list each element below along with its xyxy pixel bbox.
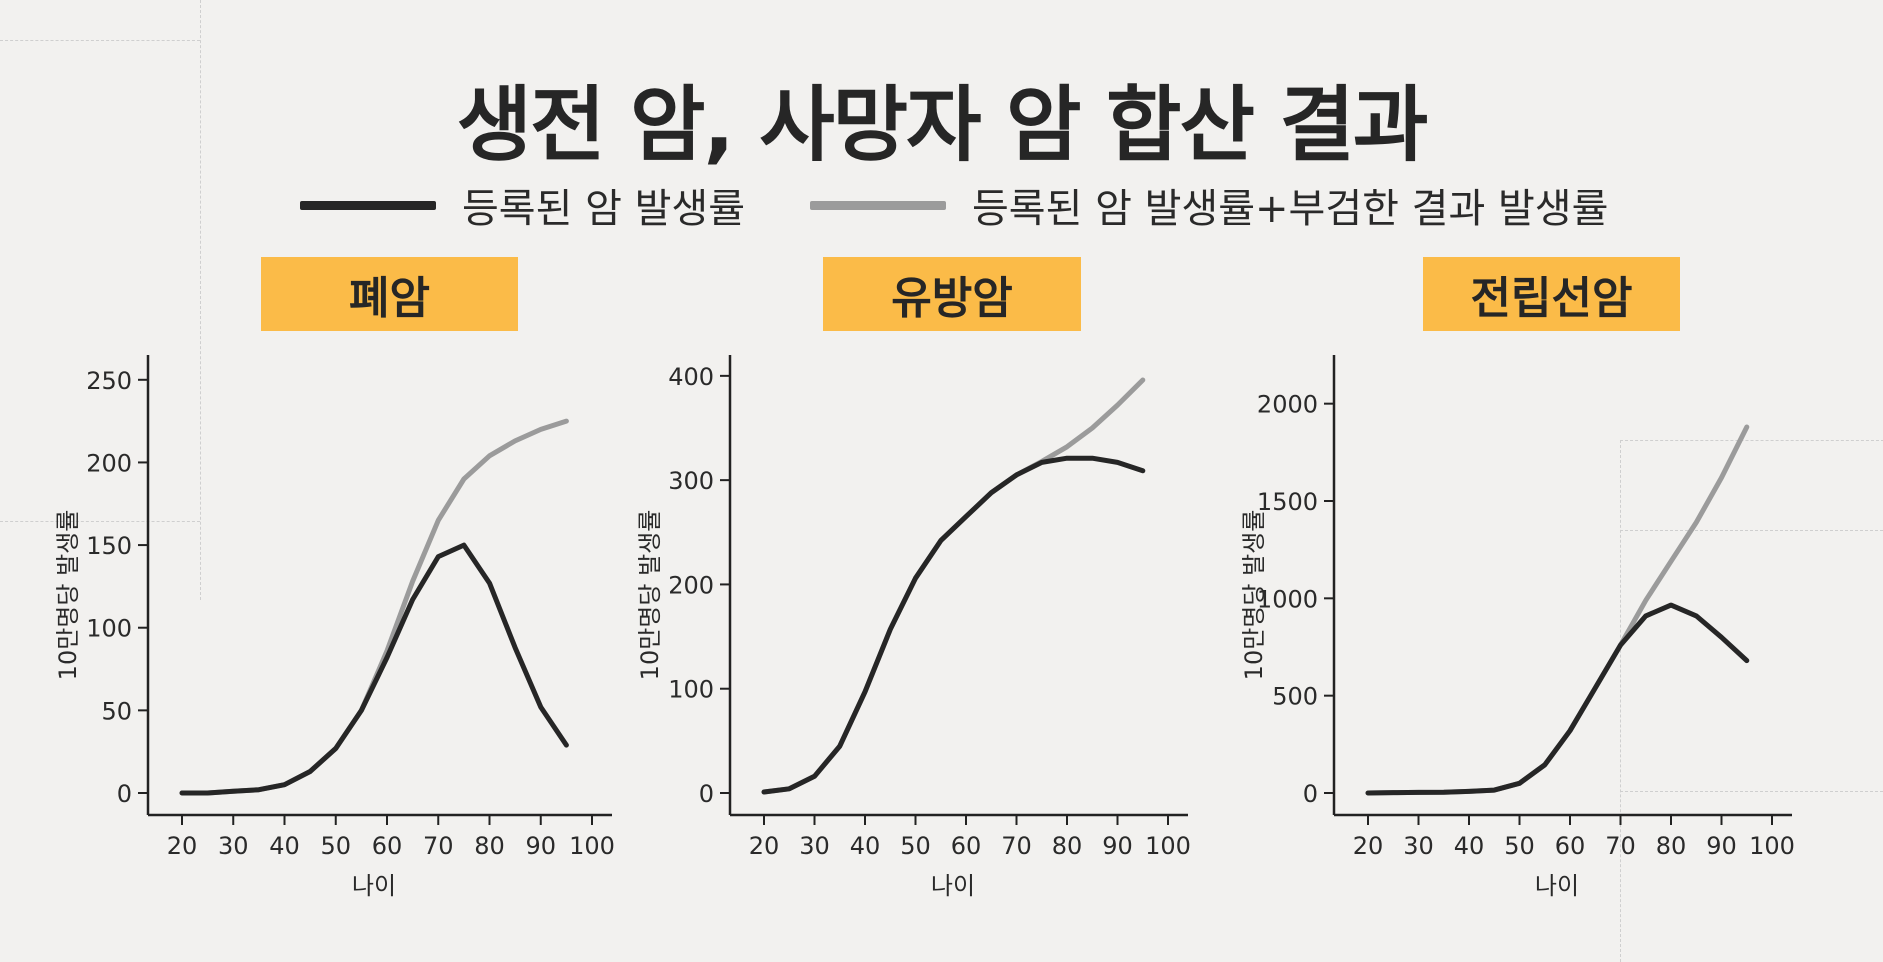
x-tick-label: 70	[1605, 832, 1636, 860]
x-tick-label: 100	[569, 832, 615, 860]
y-axis-title: 10만명당 발생률	[1240, 510, 1268, 681]
series-line-combined	[179, 418, 569, 796]
x-tick-label: 20	[167, 832, 198, 860]
x-tick-label: 60	[372, 832, 403, 860]
legend-swatch-combined	[810, 200, 946, 210]
y-tick-label: 0	[699, 780, 714, 808]
x-tick-label: 90	[1706, 832, 1737, 860]
x-tick-label: 60	[951, 832, 982, 860]
y-tick-label: 2000	[1257, 391, 1318, 419]
x-tick-label: 30	[1403, 832, 1434, 860]
series-line-registered	[1365, 602, 1750, 796]
y-tick-label: 300	[668, 467, 714, 495]
chart-lung: 0 50 100 150 200 250 20 30 40 50 60 70 80 90 100 나이 10만명…	[40, 340, 640, 910]
x-tick-label: 30	[218, 832, 249, 860]
panel-label-lung: 폐암	[261, 257, 518, 331]
y-axis-title: 10만명당 발생률	[636, 510, 664, 681]
y-tick-label: 200	[86, 449, 132, 477]
series-line-registered	[179, 542, 569, 796]
x-tick-label: 60	[1555, 832, 1586, 860]
x-tick-label: 50	[900, 832, 931, 860]
y-tick-label: 150	[86, 532, 132, 560]
chart-breast: 0 100 200 300 400 20 30 40 50 60 70 80 90 100 나이 10만명당 …	[620, 340, 1220, 910]
x-tick-label: 70	[423, 832, 454, 860]
x-tick-label: 100	[1145, 832, 1191, 860]
y-tick-label: 100	[86, 615, 132, 643]
y-tick-label: 200	[668, 571, 714, 599]
y-tick-label: 100	[668, 676, 714, 704]
series-line-registered	[761, 455, 1146, 795]
x-tick-label: 20	[1353, 832, 1384, 860]
x-tick-label: 40	[1454, 832, 1485, 860]
chart-prostate-svg: 0 500 1000 1500 2000 20 30 40 50 60 70 80 90 100 나이 10만…	[1240, 355, 1795, 900]
legend-label-combined: 등록된 암 발생률+부검한 결과 발생률	[972, 186, 1609, 232]
y-tick-label: 500	[1272, 683, 1318, 711]
y-tick-label: 0	[117, 780, 132, 808]
series-line-combined	[761, 377, 1146, 795]
chart-breast-svg: 0 100 200 300 400 20 30 40 50 60 70 80 90 100 나이 10만명당 …	[636, 355, 1191, 900]
legend-label-registered: 등록된 암 발생률	[462, 186, 746, 232]
x-tick-label: 80	[1656, 832, 1687, 860]
y-tick-label: 400	[668, 363, 714, 391]
x-tick-label: 30	[799, 832, 830, 860]
y-tick-label: 50	[101, 697, 132, 725]
page-title: 생전 암, 사망자 암 합산 결과	[456, 78, 1429, 173]
chart-prostate: 0 500 1000 1500 2000 20 30 40 50 60 70 80 90 100 나이 10만…	[1210, 340, 1810, 910]
legend-swatch-registered	[300, 200, 436, 210]
x-tick-label: 50	[1504, 832, 1535, 860]
x-axis-title: 나이	[931, 872, 975, 900]
panel-label-prostate: 전립선암	[1423, 257, 1680, 331]
x-tick-label: 90	[525, 832, 556, 860]
x-tick-label: 80	[474, 832, 505, 860]
legend-item-combined: 등록된 암 발생률+부검한 결과 발생률	[810, 180, 1608, 232]
y-tick-label: 0	[1303, 780, 1318, 808]
chart-lung-svg: 0 50 100 150 200 250 20 30 40 50 60 70 80 90 100 나이 10만명…	[54, 355, 615, 900]
x-tick-label: 40	[850, 832, 881, 860]
x-tick-label: 100	[1749, 832, 1795, 860]
y-tick-label: 1000	[1257, 585, 1318, 613]
x-tick-label: 40	[269, 832, 300, 860]
y-tick-label: 250	[86, 367, 132, 395]
x-axis-title: 나이	[1535, 872, 1579, 900]
y-tick-label: 1500	[1257, 488, 1318, 516]
x-tick-label: 90	[1102, 832, 1133, 860]
legend-item-registered: 등록된 암 발생률	[300, 180, 745, 232]
x-tick-label: 50	[320, 832, 351, 860]
x-tick-label: 20	[749, 832, 780, 860]
x-tick-label: 70	[1001, 832, 1032, 860]
y-axis-title: 10만명당 발생률	[54, 510, 82, 681]
series-line-combined	[1365, 424, 1750, 796]
panel-label-breast: 유방암	[823, 257, 1081, 331]
legend: 등록된 암 발생률 등록된 암 발생률+부검한 결과 발생률	[0, 180, 1883, 232]
x-tick-label: 80	[1052, 832, 1083, 860]
x-axis-title: 나이	[352, 872, 396, 900]
